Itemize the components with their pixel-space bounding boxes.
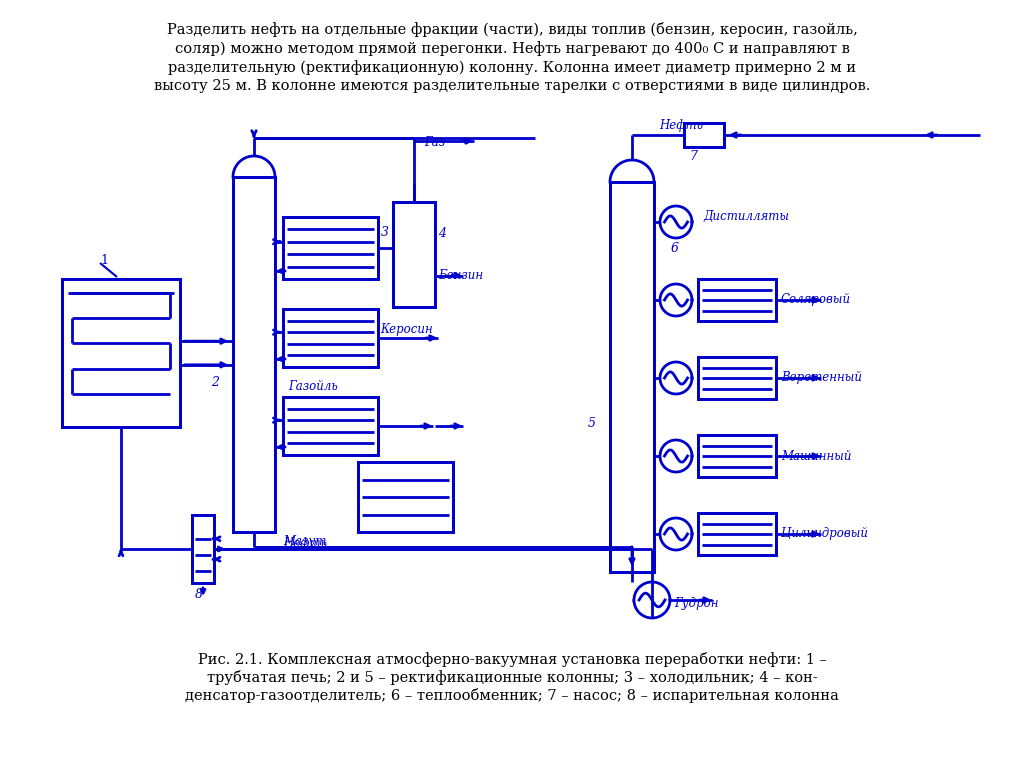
- Text: Машинный: Машинный: [781, 449, 852, 463]
- Bar: [283, 397, 378, 455]
- Bar: [393, 202, 435, 307]
- Text: 5: 5: [588, 417, 596, 430]
- Bar: [393, 202, 435, 307]
- Text: Газ: Газ: [424, 137, 445, 150]
- Bar: [283, 217, 378, 279]
- Text: 7: 7: [689, 150, 697, 163]
- Text: Гудрон: Гудрон: [674, 597, 719, 611]
- Bar: [684, 123, 724, 147]
- Text: Нефть: Нефть: [283, 536, 327, 549]
- Bar: [62, 279, 180, 427]
- Bar: [610, 182, 654, 572]
- Text: Соляровый: Соляровый: [781, 294, 851, 307]
- Bar: [698, 279, 776, 321]
- Bar: [698, 357, 776, 399]
- Text: Нефть: Нефть: [659, 118, 703, 131]
- Bar: [283, 309, 378, 367]
- Bar: [698, 435, 776, 477]
- Text: Цилиндровый: Цилиндровый: [781, 528, 868, 541]
- Bar: [193, 515, 214, 583]
- Text: высоту 25 м. В колонне имеются разделительные тарелки с отверстиями в виде цилин: высоту 25 м. В колонне имеются разделите…: [154, 79, 870, 93]
- Bar: [62, 279, 180, 427]
- Bar: [610, 182, 654, 572]
- Text: 1: 1: [100, 255, 108, 268]
- Text: 2: 2: [211, 377, 219, 390]
- Text: Бензин: Бензин: [438, 269, 483, 282]
- Text: соляр) можно методом прямой перегонки. Нефть нагревают до 400₀ С и направляют в: соляр) можно методом прямой перегонки. Н…: [174, 41, 850, 56]
- Bar: [283, 309, 378, 367]
- Text: Мазут: Мазут: [283, 535, 327, 548]
- Text: Рис. 2.1. Комплексная атмосферно-вакуумная установка переработки нефти: 1 –: Рис. 2.1. Комплексная атмосферно-вакуумн…: [198, 652, 826, 667]
- Bar: [283, 397, 378, 455]
- Bar: [698, 435, 776, 477]
- Bar: [233, 177, 275, 532]
- Bar: [698, 513, 776, 555]
- Bar: [233, 177, 275, 532]
- Text: разделительную (ректификационную) колонну. Колонна имеет диаметр примерно 2 м и: разделительную (ректификационную) колонн…: [168, 60, 856, 75]
- Bar: [684, 123, 724, 147]
- Bar: [698, 357, 776, 399]
- Text: 6: 6: [671, 242, 679, 255]
- Bar: [283, 217, 378, 279]
- Bar: [193, 515, 214, 583]
- Text: денсатор-газоотделитель; 6 – теплообменник; 7 – насос; 8 – испарительная колонна: денсатор-газоотделитель; 6 – теплообменн…: [185, 688, 839, 703]
- Text: 8: 8: [195, 588, 203, 601]
- Text: трубчатая печь; 2 и 5 – ректификационные колонны; 3 – холодильник; 4 – кон-: трубчатая печь; 2 и 5 – ректификационные…: [207, 670, 817, 685]
- Text: 4: 4: [438, 227, 446, 240]
- Text: Дистилляты: Дистилляты: [703, 210, 790, 223]
- Text: Керосин: Керосин: [380, 324, 433, 337]
- Bar: [358, 462, 453, 532]
- Bar: [698, 513, 776, 555]
- Text: 3: 3: [381, 226, 389, 239]
- Text: Газойль: Газойль: [288, 380, 338, 393]
- Bar: [698, 279, 776, 321]
- Text: Веретенный: Веретенный: [781, 371, 862, 384]
- Text: Разделить нефть на отдельные фракции (части), виды топлив (бензин, керосин, газо: Разделить нефть на отдельные фракции (ча…: [167, 22, 857, 37]
- Bar: [358, 462, 453, 532]
